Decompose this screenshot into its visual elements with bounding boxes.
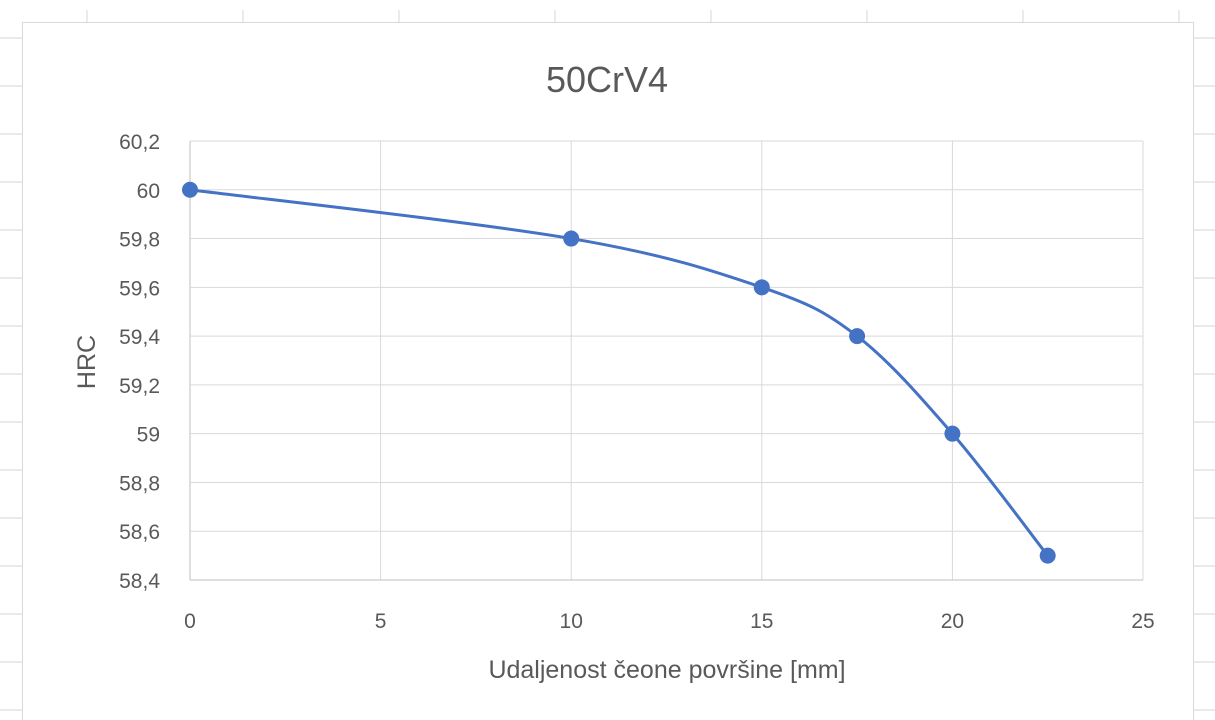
x-tick-label: 0 [184, 610, 196, 633]
data-point-marker[interactable] [182, 181, 198, 198]
x-tick-label: 20 [941, 610, 964, 633]
gridlines [189, 140, 1144, 581]
x-tick-label: 15 [750, 610, 773, 633]
series-lines [188, 188, 1050, 558]
data-markers [182, 181, 1056, 564]
y-tick-label: 58,6 [119, 521, 160, 544]
data-point-marker[interactable] [563, 230, 580, 247]
chart-title: 50CrV4 [546, 59, 668, 100]
x-tick-label: 25 [1131, 610, 1154, 633]
data-point-marker[interactable] [944, 425, 961, 442]
data-point-marker[interactable] [849, 328, 866, 345]
y-tick-label: 59 [137, 424, 160, 447]
y-tick-label: 58,8 [119, 472, 160, 495]
x-tick-label: 10 [560, 610, 583, 633]
y-tick-label: 59,6 [119, 277, 160, 300]
y-tick-label: 60 [137, 180, 160, 203]
chart-area[interactable] [22, 22, 1194, 720]
x-axis-title: Udaljenost čeone površine [mm] [488, 656, 845, 684]
y-tick-labels: 58,4 58,6 58,8 59 59,2 59,4 59,6 59,8 60 60,2 [119, 131, 160, 593]
x-tick-label: 5 [375, 610, 387, 633]
data-point-marker[interactable] [753, 279, 770, 296]
x-tick-labels: 0 5 10 15 20 25 [184, 610, 1155, 633]
y-tick-label: 60,2 [119, 131, 160, 154]
y-axis-title: HRC [73, 335, 101, 389]
data-point-marker[interactable] [1039, 547, 1056, 564]
y-tick-label: 58,4 [119, 570, 160, 593]
y-tick-label: 59,2 [119, 375, 160, 398]
series-line [188, 188, 1050, 558]
y-tick-label: 59,8 [119, 229, 160, 252]
y-tick-label: 59,4 [119, 326, 160, 349]
